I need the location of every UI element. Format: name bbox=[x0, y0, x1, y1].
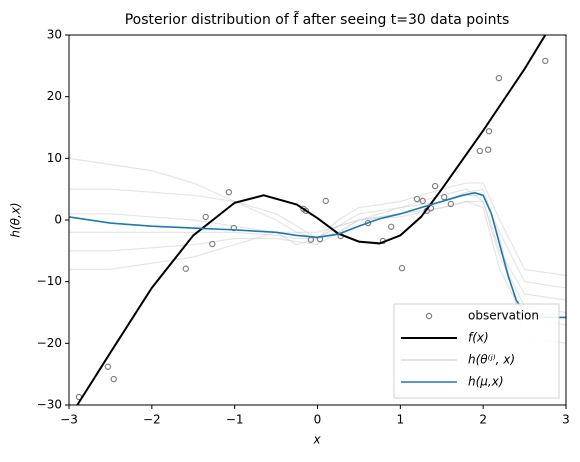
x-axis-label: x bbox=[312, 433, 321, 447]
observation-point bbox=[209, 240, 216, 248]
y-tick-label: 0 bbox=[54, 213, 62, 227]
y-tick-label: −20 bbox=[37, 336, 62, 350]
observation-point bbox=[182, 265, 189, 272]
y-tick-label: 20 bbox=[47, 89, 62, 103]
observation-point bbox=[302, 207, 310, 214]
y-tick-label: −30 bbox=[37, 398, 62, 412]
observation-point bbox=[419, 197, 426, 205]
observation-point bbox=[431, 182, 439, 190]
legend-label: h(μ,x) bbox=[468, 375, 504, 389]
observation-point bbox=[447, 200, 455, 208]
x-tick-label: 1 bbox=[397, 413, 405, 427]
chart-title: Posterior distribution of f̃ after seein… bbox=[125, 11, 510, 28]
sample-curve bbox=[69, 200, 566, 314]
x-tick-label: 3 bbox=[562, 413, 570, 427]
sample-curve bbox=[69, 157, 566, 289]
observation-point bbox=[441, 193, 448, 201]
x-tick-label: −1 bbox=[226, 413, 244, 427]
legend: observation f(x) h(θ⁽ʲ⁾, x) h(μ,x) bbox=[393, 303, 560, 399]
x-tick-label: 2 bbox=[479, 413, 487, 427]
y-tick-label: −10 bbox=[37, 274, 62, 288]
legend-label: f(x) bbox=[468, 331, 489, 345]
observation-point bbox=[322, 197, 329, 205]
y-axis-label: h(θ,x) bbox=[9, 202, 23, 237]
x-tick-label: −3 bbox=[60, 413, 78, 427]
legend-marker bbox=[425, 312, 433, 320]
observation-point bbox=[388, 223, 395, 230]
sample-curve bbox=[69, 182, 566, 277]
observation-point bbox=[495, 74, 503, 82]
legend-label: observation bbox=[468, 309, 539, 323]
observation-point bbox=[484, 146, 492, 153]
observation-point bbox=[542, 57, 549, 65]
observation-point bbox=[476, 147, 484, 155]
legend-label: h(θ⁽ʲ⁾, x) bbox=[468, 353, 515, 367]
observation-point bbox=[225, 189, 233, 196]
observation-point bbox=[413, 195, 421, 203]
observation-point bbox=[104, 363, 112, 370]
plot-area bbox=[69, 35, 566, 405]
x-tick-label: 0 bbox=[314, 413, 322, 427]
observation-point bbox=[202, 213, 209, 221]
y-tick-label: 10 bbox=[47, 151, 62, 165]
observation-point bbox=[485, 127, 493, 135]
series-line bbox=[69, 192, 566, 319]
observation-point bbox=[398, 264, 406, 272]
observation-point bbox=[110, 375, 117, 383]
y-tick-label: 30 bbox=[47, 28, 62, 42]
x-tick-label: −2 bbox=[143, 413, 161, 427]
